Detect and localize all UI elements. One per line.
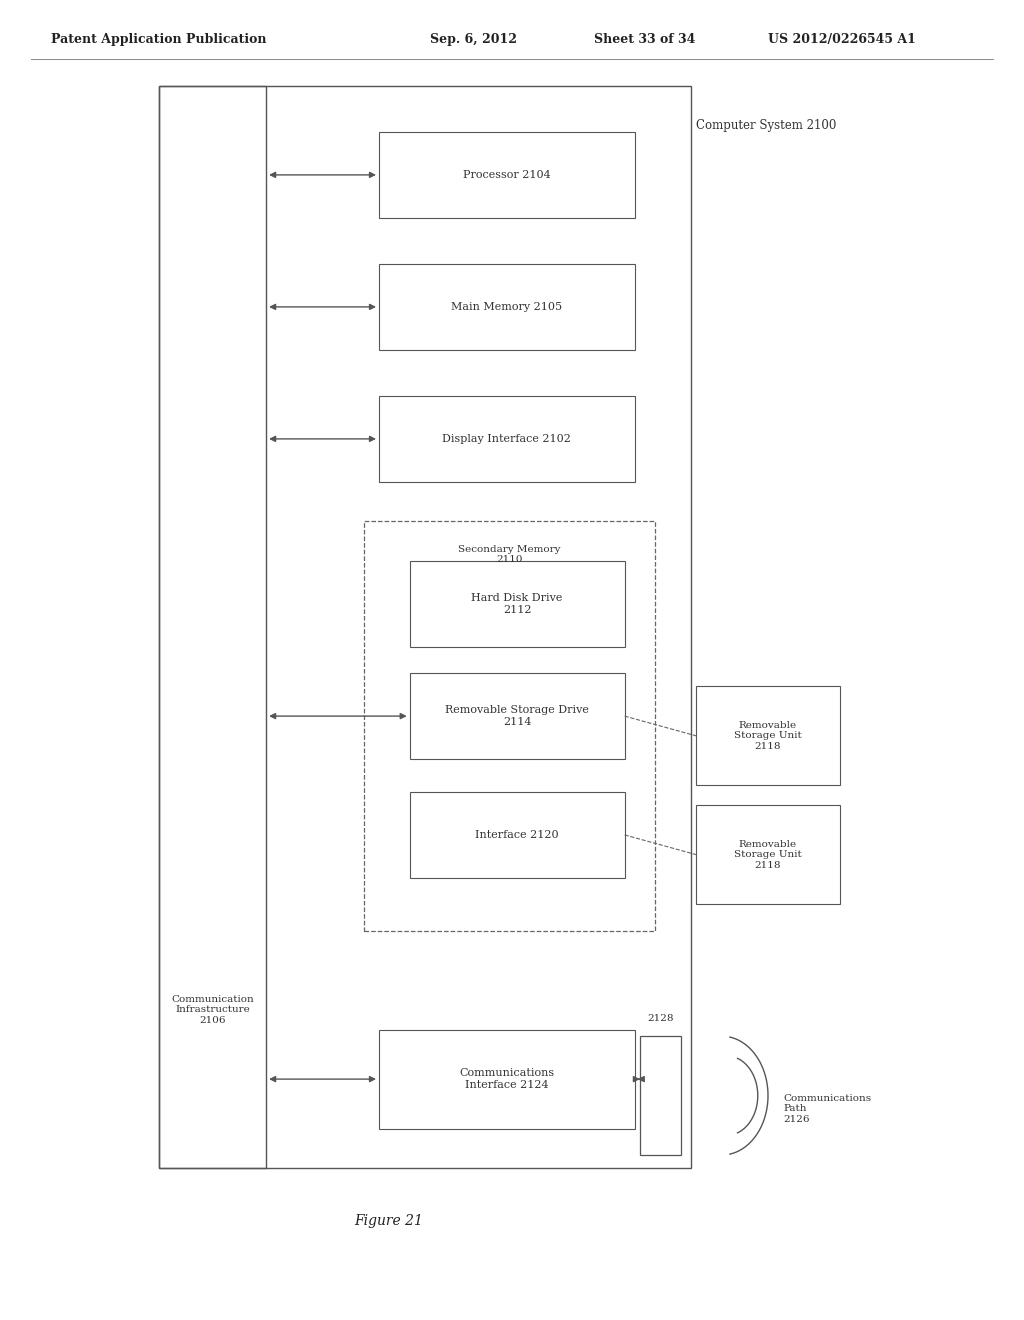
- Text: Main Memory 2105: Main Memory 2105: [452, 302, 562, 312]
- Text: Sheet 33 of 34: Sheet 33 of 34: [594, 33, 695, 46]
- FancyBboxPatch shape: [379, 396, 635, 482]
- FancyBboxPatch shape: [379, 264, 635, 350]
- Text: 2128: 2128: [647, 1014, 674, 1023]
- FancyBboxPatch shape: [159, 86, 266, 1168]
- FancyBboxPatch shape: [410, 792, 625, 878]
- Text: Patent Application Publication: Patent Application Publication: [51, 33, 266, 46]
- Text: Communication
Infrastructure
2106: Communication Infrastructure 2106: [171, 995, 254, 1024]
- FancyBboxPatch shape: [640, 1036, 681, 1155]
- Text: Removable Storage Drive
2114: Removable Storage Drive 2114: [445, 705, 589, 727]
- Text: Communications
Path
2126: Communications Path 2126: [783, 1094, 871, 1123]
- Text: Processor 2104: Processor 2104: [463, 170, 551, 180]
- FancyBboxPatch shape: [410, 561, 625, 647]
- FancyBboxPatch shape: [364, 521, 655, 931]
- FancyBboxPatch shape: [379, 132, 635, 218]
- Text: Sep. 6, 2012: Sep. 6, 2012: [430, 33, 517, 46]
- FancyBboxPatch shape: [696, 805, 840, 904]
- Text: Secondary Memory
2110: Secondary Memory 2110: [458, 545, 561, 564]
- Text: US 2012/0226545 A1: US 2012/0226545 A1: [768, 33, 915, 46]
- FancyBboxPatch shape: [696, 686, 840, 785]
- Text: Communications
Interface 2124: Communications Interface 2124: [460, 1068, 554, 1090]
- Text: Hard Disk Drive
2112: Hard Disk Drive 2112: [471, 593, 563, 615]
- Text: Interface 2120: Interface 2120: [475, 830, 559, 840]
- Text: Removable
Storage Unit
2118: Removable Storage Unit 2118: [734, 840, 802, 870]
- FancyBboxPatch shape: [379, 1030, 635, 1129]
- FancyBboxPatch shape: [410, 673, 625, 759]
- Text: Figure 21: Figure 21: [354, 1214, 424, 1228]
- Text: Computer System 2100: Computer System 2100: [696, 119, 837, 132]
- Text: Display Interface 2102: Display Interface 2102: [442, 434, 571, 444]
- Text: Removable
Storage Unit
2118: Removable Storage Unit 2118: [734, 721, 802, 751]
